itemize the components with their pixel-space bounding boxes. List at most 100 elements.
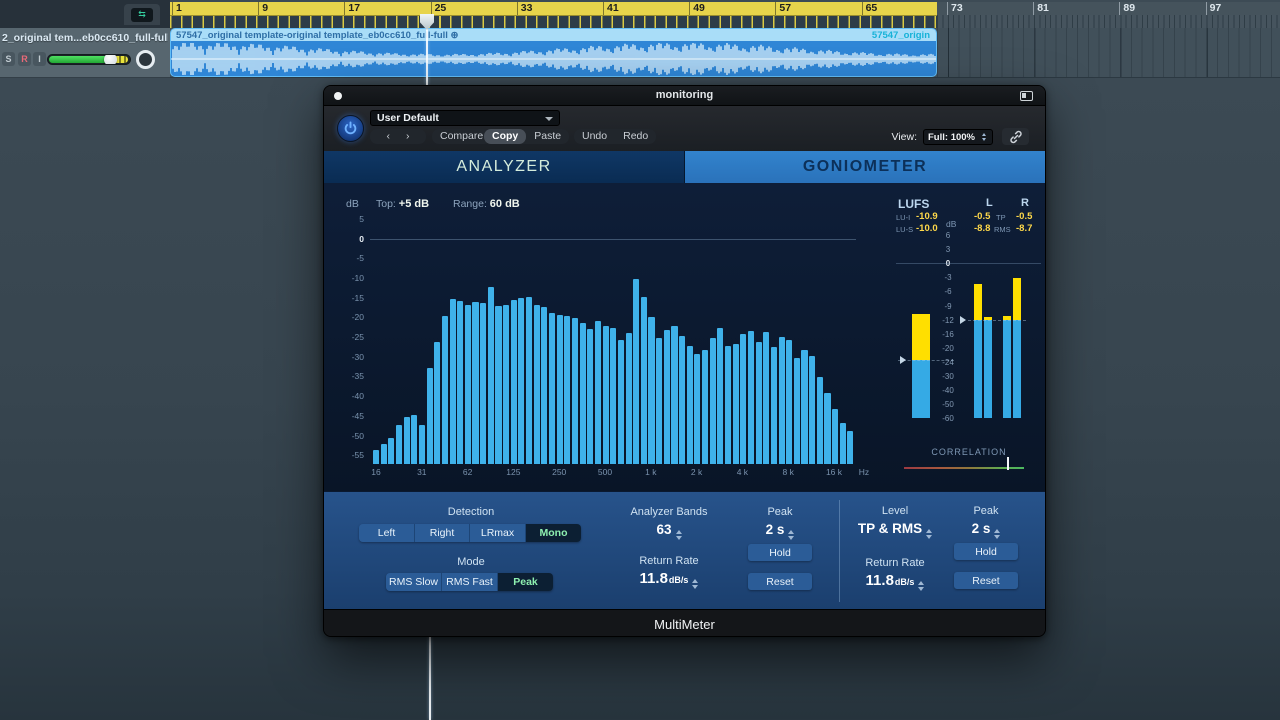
playhead-line[interactable] xyxy=(426,26,428,85)
playhead-line xyxy=(429,637,431,720)
peak-1-stepper[interactable]: 2 s xyxy=(730,522,830,540)
mode-rms-slow[interactable]: RMS Slow xyxy=(386,573,442,591)
track-header[interactable]: 2_original tem...eb0cc610_full-full S R … xyxy=(0,28,170,78)
ruler-cycle-section[interactable]: 1 9 17 25 33 41 49 57 65 xyxy=(170,2,937,15)
level-stepper[interactable]: TP & RMS xyxy=(845,521,945,539)
view-select[interactable]: Full: 100% xyxy=(923,129,993,145)
mode-group: RMS Slow RMS Fast Peak xyxy=(386,573,553,591)
return-rate-1-stepper[interactable]: 11.8 dB/s xyxy=(619,570,719,589)
spectrum-bar xyxy=(816,377,823,464)
preset-nav[interactable]: ‹ › xyxy=(370,129,426,144)
spectrum-bar xyxy=(617,339,624,464)
db-unit-label: dB xyxy=(346,198,359,210)
compare-button[interactable]: Compare xyxy=(432,129,492,144)
spectrum-bar xyxy=(426,367,433,464)
corner-tab[interactable]: ⇆ xyxy=(124,4,160,25)
reset-2-button[interactable]: Reset xyxy=(954,572,1018,589)
spectrum-bar xyxy=(472,301,479,464)
spectrum-bar xyxy=(740,334,747,464)
meter-scale-tick: -3 xyxy=(944,273,952,283)
spectrum-x-tick: 4 k xyxy=(736,467,749,477)
link-button[interactable] xyxy=(1002,128,1029,145)
spectrum-x-tick: 500 xyxy=(597,467,613,477)
spectrum-bar xyxy=(732,344,739,464)
playhead-marker[interactable] xyxy=(420,14,434,30)
level-marker-arrow[interactable] xyxy=(960,315,966,324)
level-threshold-line xyxy=(968,319,1026,321)
spectrum-y-tick: -15 xyxy=(351,292,364,303)
reset-1-button[interactable]: Reset xyxy=(748,573,812,590)
spectrum-bar xyxy=(824,393,831,464)
spectrum-y-tick: -5 xyxy=(356,253,364,264)
spectrum-y-tick: -55 xyxy=(351,450,364,461)
undo-button[interactable]: Undo xyxy=(582,130,608,142)
lufs-marker-arrow[interactable] xyxy=(900,355,906,364)
bands-stepper[interactable]: 63 xyxy=(619,522,719,540)
volume-slider[interactable] xyxy=(47,54,131,65)
range-setting[interactable]: Range: 60 dB xyxy=(453,198,520,210)
mode-rms-fast[interactable]: RMS Fast xyxy=(442,573,498,591)
window-dot-icon[interactable] xyxy=(334,92,342,100)
right-tp-bar xyxy=(1003,191,1011,419)
detection-lrmax[interactable]: LRmax xyxy=(470,524,526,542)
volume-thumb[interactable] xyxy=(104,55,117,64)
peak-2-stepper[interactable]: 2 s xyxy=(936,521,1036,539)
spectrum-bar xyxy=(571,317,579,464)
spectrum-bar xyxy=(610,328,617,464)
hold-2-button[interactable]: Hold xyxy=(954,543,1018,560)
audio-region[interactable]: 57547_original template-original templat… xyxy=(170,28,937,77)
ruler-section[interactable]: 73 81 89 97 xyxy=(937,2,1280,15)
paste-button[interactable]: Paste xyxy=(534,130,562,142)
solo-button[interactable]: S xyxy=(2,52,15,66)
top-setting[interactable]: Top: +5 dB xyxy=(376,198,430,210)
spectrum-bar xyxy=(801,349,808,464)
track-lane[interactable]: 57547_original template-original templat… xyxy=(0,28,1280,78)
spectrum-bar xyxy=(579,323,586,464)
spectrum-x-tick: 250 xyxy=(552,467,567,477)
detection-left[interactable]: Left xyxy=(359,524,415,542)
spectrum-bar xyxy=(487,286,494,464)
power-button[interactable] xyxy=(337,115,364,142)
spectrum-bar xyxy=(434,342,441,464)
spectrum-bar xyxy=(640,296,647,464)
spectrum-bar xyxy=(495,306,502,464)
ruler-bar-number: 33 xyxy=(516,2,532,15)
spectrum-bar xyxy=(847,430,854,464)
bands-label: Analyzer Bands xyxy=(630,506,708,518)
spectrum-bar xyxy=(441,316,449,464)
next-preset-button[interactable]: › xyxy=(406,130,410,142)
spectrum-y-tick: 5 xyxy=(359,214,364,224)
pan-knob[interactable] xyxy=(136,50,155,69)
spectrum-bar xyxy=(793,357,800,464)
input-button[interactable]: I xyxy=(33,52,46,66)
preset-select[interactable]: User Default xyxy=(370,110,560,126)
redo-button[interactable]: Redo xyxy=(623,130,649,142)
spectrum-x-tick: 31 xyxy=(417,467,427,477)
detection-right[interactable]: Right xyxy=(415,524,470,542)
spectrum-bar xyxy=(770,346,777,464)
ruler-bar-number: 97 xyxy=(1205,2,1221,15)
copy-button[interactable]: Copy xyxy=(484,129,527,144)
cycle-icon: ⇆ xyxy=(131,7,153,22)
lu-s-value: -10.0 xyxy=(916,223,938,234)
plugin-tabs: ANALYZER GONIOMETER xyxy=(324,151,1045,183)
meter-scale-tick: -6 xyxy=(944,287,952,297)
window-mode-icon[interactable] xyxy=(1020,91,1033,101)
hold-1-button[interactable]: Hold xyxy=(748,544,812,561)
tab-analyzer[interactable]: ANALYZER xyxy=(324,151,685,183)
tab-goniometer[interactable]: GONIOMETER xyxy=(685,151,1045,183)
record-button[interactable]: R xyxy=(18,52,31,66)
prev-preset-button[interactable]: ‹ xyxy=(386,130,391,142)
mode-peak[interactable]: Peak xyxy=(498,573,553,591)
detection-mono[interactable]: Mono xyxy=(526,524,581,542)
correlation-indicator xyxy=(1007,457,1010,470)
timeline-ruler[interactable]: 1 9 17 25 33 41 49 57 65 73 81 89 97 xyxy=(170,2,1280,28)
plugin-titlebar[interactable]: monitoring xyxy=(324,86,1045,106)
plugin-name: MultiMeter xyxy=(324,609,1045,636)
region-title: 57547_original template-original templat… xyxy=(176,30,459,41)
region-right-label: 57547_origin xyxy=(871,30,930,41)
spectrum-bar xyxy=(388,438,395,464)
return-rate-2-stepper[interactable]: 11.8 dB/s xyxy=(845,572,945,591)
left-rms-bar xyxy=(984,191,992,419)
